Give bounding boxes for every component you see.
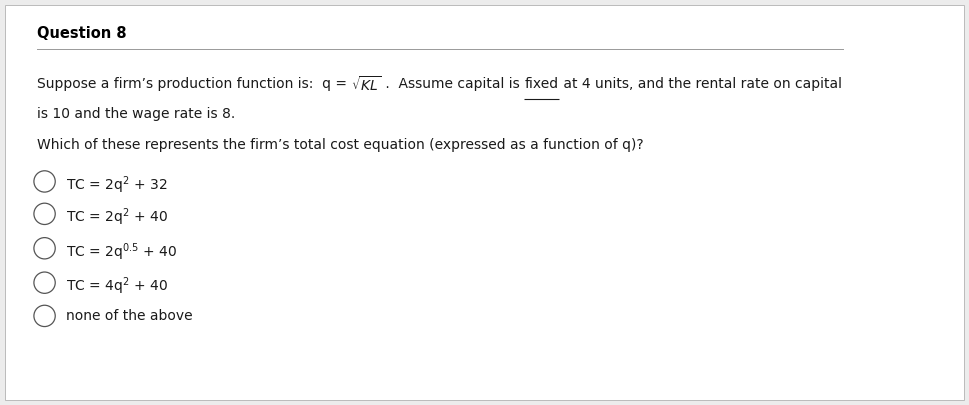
Text: none of the above: none of the above <box>66 309 193 323</box>
Text: fixed: fixed <box>524 77 558 91</box>
Text: TC = 2q$^{2}$ + 40: TC = 2q$^{2}$ + 40 <box>66 207 168 228</box>
Text: $\sqrt{KL}$: $\sqrt{KL}$ <box>351 75 381 94</box>
Text: .  Assume capital is: . Assume capital is <box>381 77 524 91</box>
Text: Suppose a firm’s production function is:  q =: Suppose a firm’s production function is:… <box>37 77 351 91</box>
Text: Question 8: Question 8 <box>37 26 126 41</box>
Text: at 4 units, and the rental rate on capital: at 4 units, and the rental rate on capit… <box>558 77 841 91</box>
Text: is 10 and the wage rate is 8.: is 10 and the wage rate is 8. <box>37 107 235 122</box>
Text: TC = 2q$^{2}$ + 32: TC = 2q$^{2}$ + 32 <box>66 174 168 196</box>
FancyBboxPatch shape <box>5 5 964 400</box>
Text: Which of these represents the firm’s total cost equation (expressed as a functio: Which of these represents the firm’s tot… <box>37 138 643 152</box>
Text: TC = 2q$^{0.5}$ + 40: TC = 2q$^{0.5}$ + 40 <box>66 241 177 262</box>
Text: TC = 4q$^{2}$ + 40: TC = 4q$^{2}$ + 40 <box>66 275 168 297</box>
